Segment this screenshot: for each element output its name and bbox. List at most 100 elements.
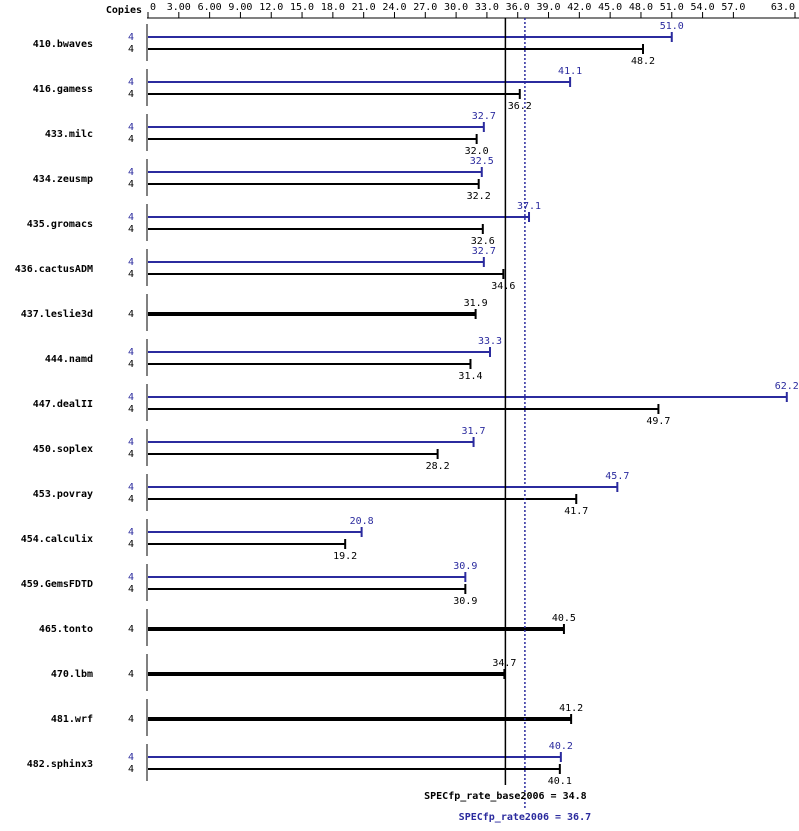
copies-label: 4 [128,527,134,538]
copies-label: 4 [128,179,134,190]
copies-label: 4 [128,44,134,55]
copies-label: 4 [128,134,134,145]
x-tick-label: 24.0 [382,2,406,13]
copies-label: 4 [128,764,134,775]
benchmark-label: 434.zeusmp [33,174,93,185]
x-tick-label: 54.0 [691,2,715,13]
value-label: 36.2 [508,101,532,112]
value-label: 40.1 [548,776,572,787]
x-tick-label: 39.0 [536,2,560,13]
benchmark-label: 453.povray [33,489,93,500]
benchmark-label: 433.milc [45,128,93,140]
value-label: 41.7 [564,506,588,517]
x-tick-label: 36.0 [506,2,530,13]
x-tick-label: 0 [150,2,156,13]
copies-label: 4 [128,449,134,460]
x-tick-label: 57.0 [721,2,745,13]
peak-summary-label: SPECfp_rate2006 = 36.7 [459,812,591,823]
value-label: 34.7 [492,658,516,669]
copies-label: 4 [128,224,134,235]
x-tick-label: 12.0 [259,2,283,13]
value-label: 51.0 [660,21,684,32]
value-label: 40.5 [552,613,576,624]
x-tick-label: 9.00 [228,2,252,13]
value-label: 19.2 [333,551,357,562]
copies-label: 4 [128,539,134,550]
value-label: 37.1 [517,201,541,212]
benchmark-label: 454.calculix [21,533,93,545]
value-label: 31.9 [464,298,488,309]
x-tick-label: 3.00 [167,2,191,13]
copies-label: 4 [128,269,134,280]
value-label: 32.5 [470,156,494,167]
value-label: 33.3 [478,336,502,347]
copies-label: 4 [128,89,134,100]
benchmark-label: 482.sphinx3 [27,758,93,770]
copies-label: 4 [128,32,134,43]
value-label: 45.7 [605,471,629,482]
copies-label: 4 [128,347,134,358]
benchmark-label: 444.namd [45,354,93,365]
benchmark-label: 459.GemsFDTD [21,579,93,590]
benchmark-label: 437.leslie3d [21,308,93,320]
value-label: 30.9 [453,596,477,607]
x-tick-label: 45.0 [598,2,622,13]
x-tick-label: 21.0 [352,2,376,13]
value-label: 32.2 [467,191,491,202]
value-label: 41.2 [559,703,583,714]
copies-label: 4 [128,359,134,370]
value-label: 32.7 [472,111,496,122]
value-label: 62.2 [775,381,799,392]
copies-label: 4 [128,392,134,403]
benchmark-label: 450.soplex [33,444,93,455]
x-tick-label: 48.0 [629,2,653,13]
copies-label: 4 [128,404,134,415]
copies-label: 4 [128,624,134,635]
value-label: 48.2 [631,56,655,67]
x-tick-label: 42.0 [567,2,591,13]
copies-label: 4 [128,669,134,680]
copies-label: 4 [128,309,134,320]
copies-label: 4 [128,212,134,223]
benchmark-label: 410.bwaves [33,39,93,50]
benchmark-label: 447.dealII [33,399,93,410]
value-label: 32.6 [471,236,495,247]
value-label: 28.2 [426,461,450,472]
x-tick-label: 15.0 [290,2,314,13]
copies-label: 4 [128,122,134,133]
benchmark-label: 436.cactusADM [15,264,93,275]
value-label: 49.7 [646,416,670,427]
benchmark-label: 416.gamess [33,84,93,95]
x-tick-label: 30.0 [444,2,468,13]
value-label: 31.7 [462,426,486,437]
copies-label: 4 [128,572,134,583]
copies-label: 4 [128,494,134,505]
value-label: 20.8 [350,516,374,527]
benchmark-label: 465.tonto [39,624,93,635]
copies-label: 4 [128,437,134,448]
benchmark-label: 435.gromacs [27,219,93,230]
x-tick-label: 63.0 [771,2,795,13]
copies-label: 4 [128,714,134,725]
copies-label: 4 [128,167,134,178]
copies-header: Copies [106,4,142,16]
copies-label: 4 [128,77,134,88]
base-summary-label: SPECfp_rate_base2006 = 34.8 [424,791,587,802]
value-label: 40.2 [549,741,573,752]
benchmark-label: 481.wrf [51,714,93,725]
copies-label: 4 [128,482,134,493]
x-tick-label: 33.0 [475,2,499,13]
copies-label: 4 [128,584,134,595]
copies-label: 4 [128,752,134,763]
value-label: 32.0 [465,146,489,157]
value-label: 31.4 [458,371,482,382]
benchmark-label: 470.lbm [51,669,93,680]
x-tick-label: 27.0 [413,2,437,13]
copies-label: 4 [128,257,134,268]
x-tick-label: 51.0 [660,2,684,13]
x-tick-label: 6.00 [198,2,222,13]
value-label: 34.6 [491,281,515,292]
